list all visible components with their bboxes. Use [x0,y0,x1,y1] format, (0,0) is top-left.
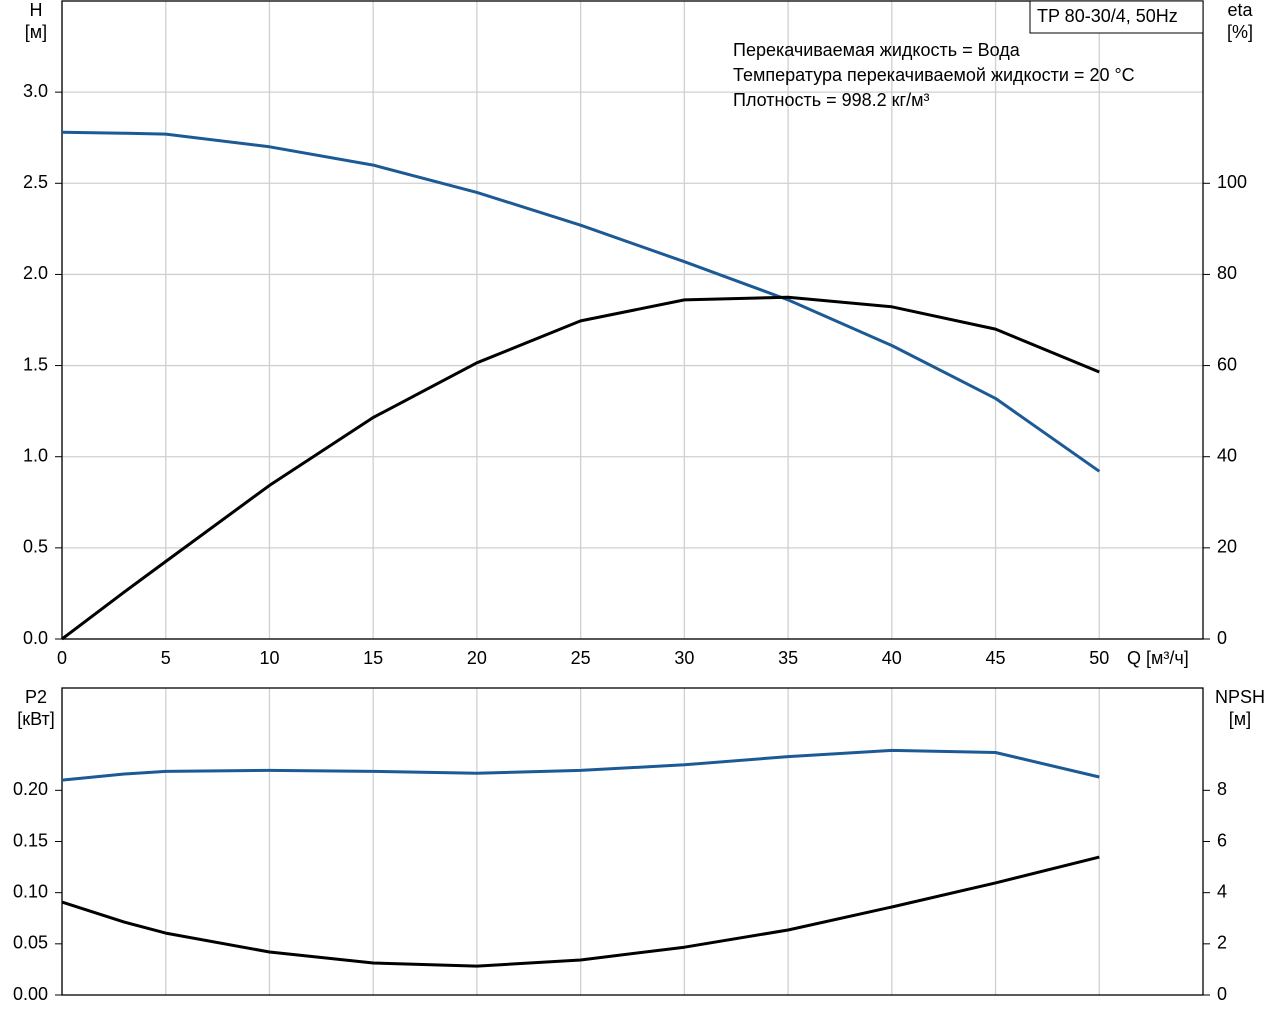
curve-line [61,855,1100,968]
annotation: Перекачиваемая жидкость = Вода [733,40,1021,60]
y-tick-label: 0.20 [13,779,48,799]
y2-tick-label: 20 [1217,537,1237,557]
legend-box [1029,0,1204,34]
curve-line [61,130,1101,473]
y2-tick-label: 60 [1217,354,1237,374]
curve-line [61,748,1100,782]
annotation: Плотность = 998.2 кг/м³ [733,90,929,110]
y-tick-label: 3.0 [23,81,48,101]
y-axis-label: H [30,0,43,20]
y2-tick-label: 100 [1217,172,1247,192]
y-tick-label: 0.10 [13,881,48,901]
y2-axis-label: [%] [1227,22,1253,42]
y2-tick-label: 80 [1217,263,1237,283]
y2-tick-label: 0 [1217,984,1227,1004]
y-tick-label: 1.0 [23,445,48,465]
plot-frame [61,687,1204,996]
y2-tick-label: 2 [1217,933,1227,953]
x-tick-label: 40 [882,648,902,668]
y-tick-label: 2.0 [23,263,48,283]
x-tick-label: 35 [778,648,798,668]
x-tick-label: 15 [363,648,383,668]
x-tick-label: 10 [259,648,279,668]
y-tick-label: 2.5 [23,172,48,192]
y2-tick-label: 4 [1217,881,1227,901]
y-axis-label: [м] [25,22,47,42]
x-tick-label: 5 [161,648,171,668]
y-tick-label: 1.5 [23,354,48,374]
x-tick-label: 45 [986,648,1006,668]
y2-axis-label: [м] [1229,709,1251,729]
x-tick-label: 0 [57,648,67,668]
annotation: Температура перекачиваемой жидкости = 20… [733,65,1135,85]
y-tick-label: 0.5 [23,537,48,557]
y-axis-label: P2 [25,687,47,707]
y2-tick-label: 8 [1217,779,1227,799]
y2-tick-label: 6 [1217,830,1227,850]
x-tick-label: 30 [674,648,694,668]
pump-title: TP 80-30/4, 50Hz [1037,6,1178,26]
plot-frame [61,0,1204,640]
y-tick-label: 0.0 [23,628,48,648]
x-axis-label: Q [м³/ч] [1127,648,1189,668]
y-axis-label: [кВт] [17,709,55,729]
y2-axis-label: NPSH [1215,687,1265,707]
y2-tick-label: 40 [1217,445,1237,465]
y-tick-label: 0.15 [13,830,48,850]
y-tick-label: 0.05 [13,933,48,953]
curve-line [61,295,1100,641]
y2-tick-label: 0 [1217,628,1227,648]
x-tick-label: 50 [1089,648,1109,668]
x-tick-label: 20 [467,648,487,668]
y2-axis-label: eta [1227,0,1253,20]
x-tick-label: 25 [571,648,591,668]
y-tick-label: 0.00 [13,984,48,1004]
